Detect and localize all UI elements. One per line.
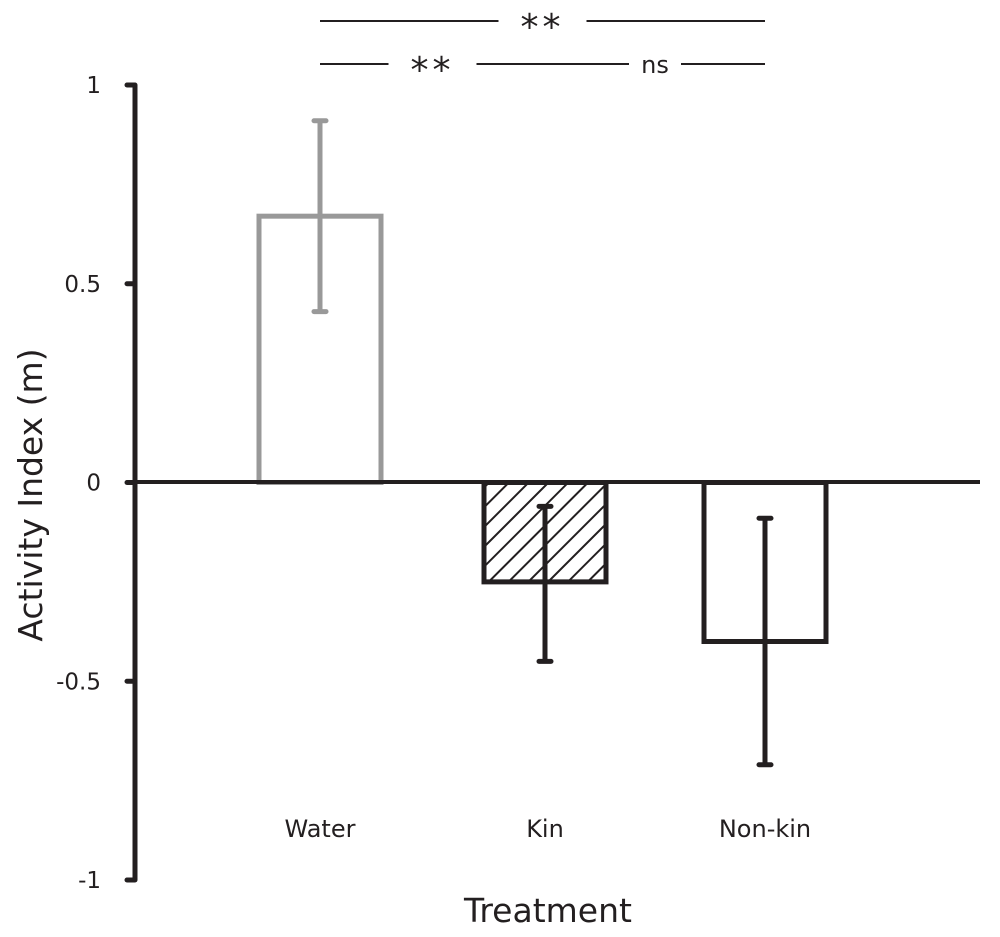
- significance-label: **: [521, 7, 565, 48]
- y-tick-label: 1: [86, 73, 101, 99]
- y-tick-label: 0.5: [64, 272, 101, 298]
- y-tick-label: -1: [78, 868, 101, 894]
- x-axis-title: Treatment: [463, 891, 632, 930]
- y-axis-title: Activity Index (m): [11, 348, 50, 641]
- significance-label: ns: [641, 51, 669, 79]
- significance-label: **: [411, 50, 455, 91]
- category-label: Kin: [526, 815, 564, 843]
- category-label: Non-kin: [719, 815, 811, 843]
- y-tick-label: -0.5: [56, 669, 101, 695]
- category-label: Water: [285, 815, 356, 843]
- y-tick-label: 0: [86, 471, 101, 497]
